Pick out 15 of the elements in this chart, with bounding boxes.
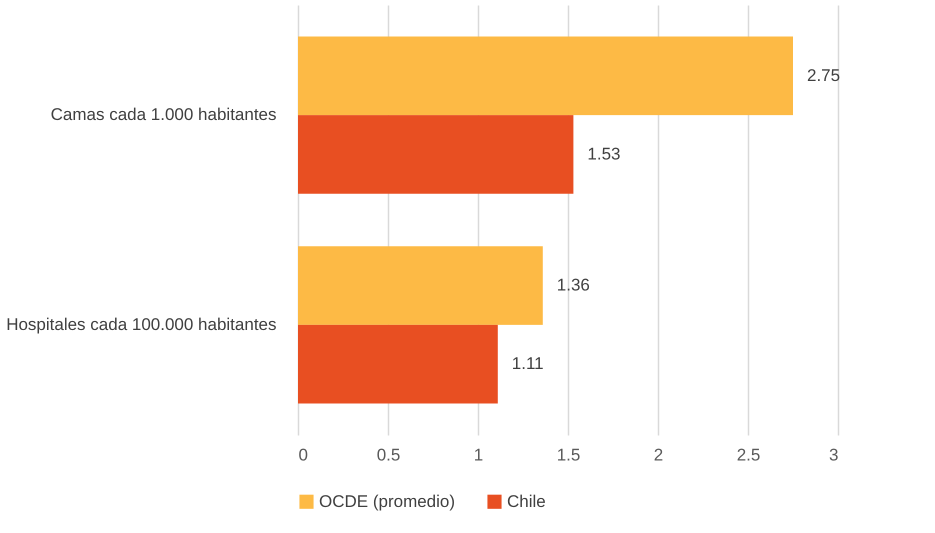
x-tick-label: 3 <box>829 446 838 464</box>
legend-label: Chile <box>507 492 546 511</box>
data-label: 2.75 <box>807 66 840 85</box>
legend-label: OCDE (promedio) <box>319 492 456 511</box>
x-tick-label: 0 <box>298 446 308 464</box>
data-label: 1.36 <box>556 276 590 295</box>
x-tick-label: 0.5 <box>376 446 400 464</box>
x-tick-label: 2.5 <box>736 446 760 464</box>
data-label: 1.11 <box>512 354 544 374</box>
y-tick-label: Camas cada 1.000 habitantes <box>50 105 276 124</box>
x-tick-label: 1.5 <box>556 446 580 464</box>
data-label: 1.53 <box>587 144 620 164</box>
y-tick-label: Hospitales cada 100.000 habitantes <box>6 314 276 334</box>
x-tick-label: 1 <box>474 446 484 464</box>
x-tick-label: 2 <box>654 446 664 464</box>
